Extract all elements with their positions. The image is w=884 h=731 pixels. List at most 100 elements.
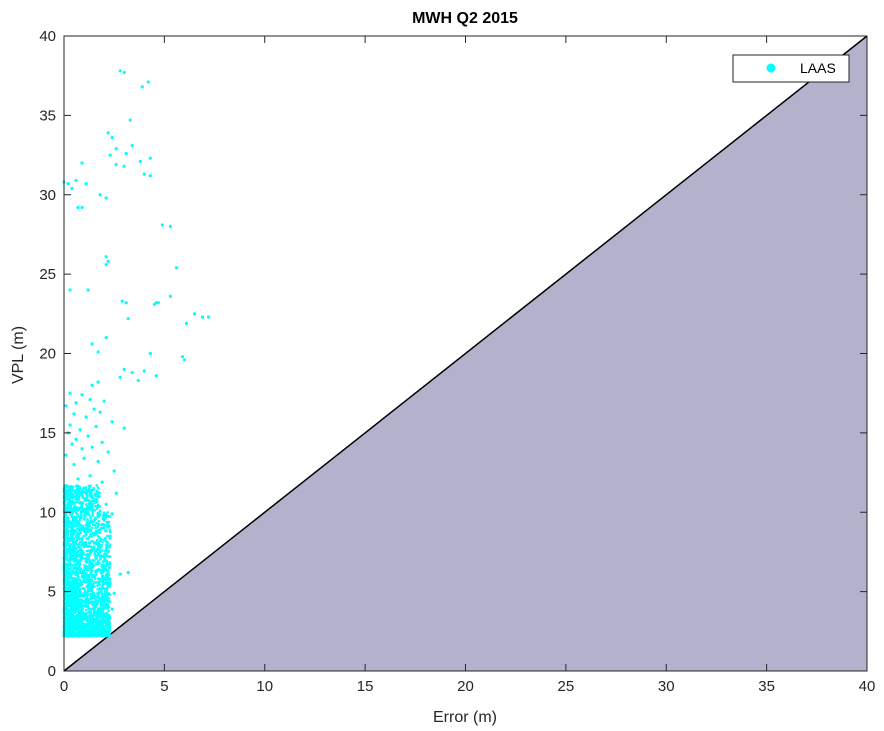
data-point — [82, 486, 85, 490]
data-point — [70, 628, 74, 631]
data-point — [101, 580, 104, 583]
data-point — [78, 529, 81, 532]
data-point — [79, 501, 83, 504]
data-point — [84, 579, 87, 582]
data-point — [96, 380, 100, 384]
data-point — [86, 590, 89, 594]
data-point — [76, 579, 79, 583]
data-point — [107, 609, 110, 613]
data-point — [77, 618, 80, 621]
data-point — [69, 604, 72, 608]
data-point — [78, 488, 81, 492]
data-point — [83, 571, 86, 575]
data-point — [66, 532, 70, 535]
data-point — [102, 563, 105, 567]
data-point — [80, 583, 84, 587]
data-point — [76, 627, 80, 631]
data-point — [87, 557, 90, 560]
data-point — [74, 490, 77, 493]
data-point — [77, 582, 81, 585]
data-point — [67, 574, 70, 577]
data-point — [78, 598, 82, 602]
data-point — [84, 597, 87, 601]
data-point — [106, 575, 109, 579]
data-point — [66, 538, 70, 541]
data-point — [82, 490, 86, 494]
data-point — [92, 607, 95, 611]
data-point — [98, 610, 101, 614]
data-point — [98, 577, 101, 581]
data-point — [99, 539, 102, 543]
data-point — [68, 573, 71, 576]
data-point — [98, 492, 101, 495]
data-point — [93, 630, 96, 634]
data-point — [97, 554, 100, 557]
data-point — [88, 615, 91, 618]
data-point — [71, 511, 74, 514]
data-point — [96, 538, 99, 542]
data-point — [102, 634, 106, 637]
data-point — [94, 618, 98, 622]
data-point — [107, 550, 110, 553]
data-point — [64, 629, 68, 633]
data-point — [78, 588, 81, 591]
x-tick-label: 30 — [658, 678, 675, 695]
data-point — [95, 634, 98, 638]
data-point — [92, 622, 95, 625]
data-point — [73, 524, 77, 528]
data-point — [76, 607, 80, 611]
data-point — [87, 602, 90, 606]
data-point — [75, 599, 78, 602]
data-point — [105, 615, 109, 619]
data-point — [100, 526, 104, 530]
data-point — [92, 574, 96, 578]
data-point — [88, 529, 91, 532]
data-point — [77, 534, 81, 538]
data-point — [64, 551, 68, 554]
y-tick-label: 5 — [48, 584, 56, 601]
data-point — [103, 519, 106, 522]
data-point — [108, 623, 111, 626]
data-point — [94, 557, 98, 561]
data-point — [73, 528, 76, 532]
data-point — [99, 622, 102, 625]
data-point — [90, 445, 94, 449]
data-point — [78, 619, 82, 622]
data-point — [86, 624, 89, 627]
data-point — [84, 534, 88, 537]
data-point — [96, 607, 100, 611]
data-point — [68, 545, 72, 549]
data-point — [89, 612, 93, 615]
data-point — [104, 565, 108, 568]
data-point — [95, 573, 98, 576]
data-point — [66, 620, 70, 623]
data-point — [89, 484, 92, 487]
data-point — [90, 584, 94, 587]
data-point — [110, 420, 114, 424]
data-point — [76, 524, 79, 527]
data-point — [146, 80, 150, 84]
data-point — [85, 616, 89, 620]
data-point — [81, 502, 85, 505]
data-point — [65, 553, 68, 557]
data-point — [79, 554, 82, 557]
data-point — [101, 603, 105, 607]
data-point — [66, 542, 69, 546]
data-point — [81, 542, 84, 546]
data-point — [96, 628, 99, 632]
data-point — [104, 578, 107, 581]
data-point — [63, 614, 67, 618]
data-point — [102, 517, 106, 521]
data-point — [89, 500, 92, 504]
data-point — [97, 559, 100, 563]
data-point — [103, 618, 106, 622]
data-point — [106, 607, 109, 610]
data-point — [90, 626, 94, 629]
data-point — [68, 493, 72, 497]
data-point — [101, 621, 104, 625]
data-point — [77, 553, 81, 556]
data-point — [80, 393, 84, 397]
data-point — [100, 568, 104, 571]
data-point — [81, 528, 84, 531]
data-point — [104, 603, 107, 606]
